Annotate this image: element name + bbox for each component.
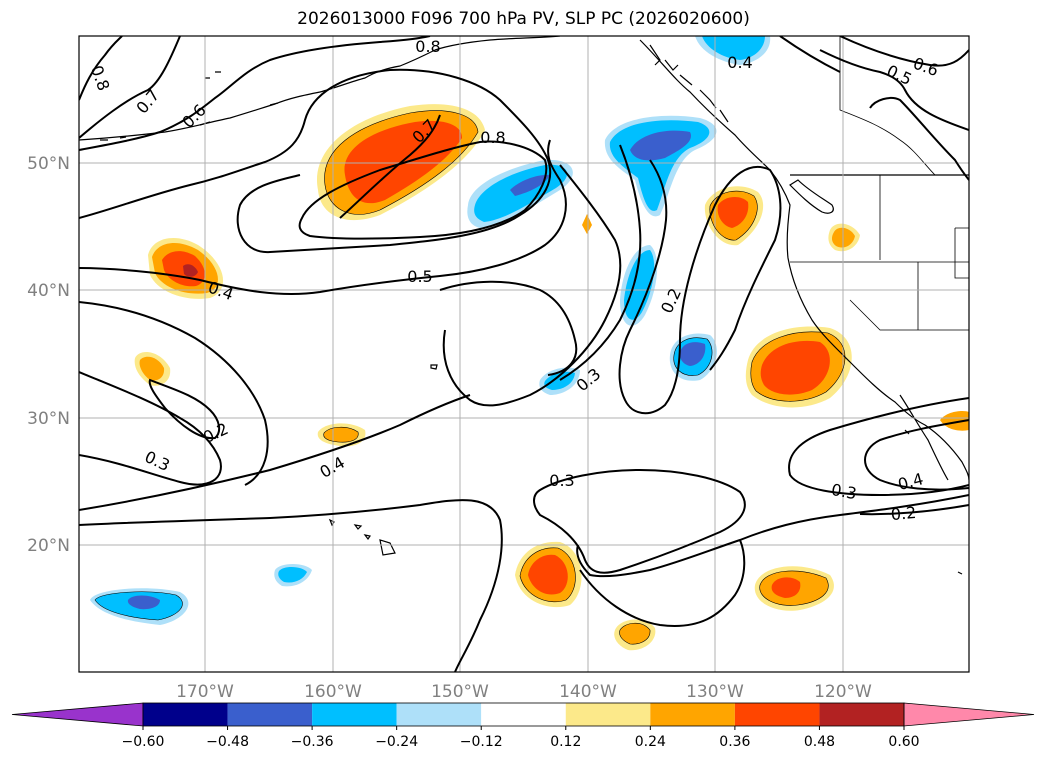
pv-blob-blue-top <box>695 36 771 65</box>
contour-0-5-ne <box>819 49 969 131</box>
lon-label-140w: 140°W <box>559 682 617 702</box>
contour-0-3-center <box>533 468 746 574</box>
colorbar-border <box>142 702 905 727</box>
contour-0-3-ridge <box>559 144 642 381</box>
contour-0-5-ne2 <box>779 36 969 181</box>
pv-blob-blue-135w <box>604 115 717 217</box>
colorbar-tick-label: −0.36 <box>291 734 334 750</box>
pv-blob-orange-124w <box>745 326 852 408</box>
lon-label-150w: 150°W <box>431 682 489 702</box>
pv-blob-blue-132w <box>669 333 717 381</box>
contour-0-2-se <box>576 494 969 578</box>
lon-label-120w: 120°W <box>814 682 872 702</box>
colorbar-segment <box>819 703 904 726</box>
lat-label-50n: 50°N <box>27 154 70 174</box>
map-title: 2026013000 F096 700 hPa PV, SLP PC (2026… <box>297 9 750 29</box>
lon-label-170w: 170°W <box>176 682 234 702</box>
colorbar-tick-label: −0.24 <box>375 734 418 750</box>
pv-blob-blue-137w <box>620 245 658 326</box>
coastlines <box>79 36 969 575</box>
colorbar-extend-high <box>903 702 1035 727</box>
pv-blob-orange-128w <box>704 186 764 246</box>
slp-contours <box>79 36 969 672</box>
lon-labels: 170°W 160°W 150°W 140°W 130°W 120°W <box>176 682 872 702</box>
contour-label: 0.4 <box>727 53 752 72</box>
lat-label-20n: 20°N <box>27 536 70 556</box>
contour-0-3-se3 <box>579 539 746 627</box>
colorbar-tick-label: 0.36 <box>719 734 750 750</box>
contour-0-5-loop <box>79 68 552 254</box>
contour-0-2-center <box>442 164 622 407</box>
contour-0-3-sw2 <box>79 301 269 486</box>
contour-0-4-band <box>79 139 567 296</box>
contour-0-2-sw <box>148 378 221 440</box>
colorbar-segment <box>396 703 482 726</box>
pv-blob-orange-tiny <box>582 214 592 234</box>
colorbar-segment <box>650 703 735 726</box>
pv-blob-orange-174w <box>134 352 171 386</box>
lon-label-160w: 160°W <box>304 682 362 702</box>
pv-blob-orange-143w <box>515 541 582 608</box>
map-frame <box>78 35 970 673</box>
colorbar-tick-label: 0.48 <box>804 734 835 750</box>
colorbar-tick-label: −0.60 <box>122 734 165 750</box>
contour-0-4-se <box>864 419 969 491</box>
colorbar-segment <box>143 703 228 726</box>
contour-0-7-high <box>339 114 441 219</box>
colorbar-tick-label: 0.60 <box>888 734 919 750</box>
colorbar-tick-label: −0.12 <box>460 734 503 750</box>
pv-blob-outlines <box>94 110 846 645</box>
contour-0-8-inner <box>298 140 548 240</box>
lat-label-30n: 30°N <box>27 409 70 429</box>
colorbar: −0.60 −0.48 −0.36 −0.24 −0.12 0.12 0.24 0.36 0.4… <box>11 702 1035 750</box>
contour-label: 0.3 <box>549 471 574 490</box>
colorbar-segment <box>565 703 651 726</box>
colorbar-tick-label: −0.48 <box>206 734 249 750</box>
colorbar-segment <box>227 703 313 726</box>
pv-blob-orange-east <box>940 410 969 431</box>
pv-blob-orange-137w <box>614 619 656 651</box>
gridlines <box>79 36 969 672</box>
colorbar-tick-label: 0.12 <box>550 734 581 750</box>
contour-0-7-nw <box>79 36 181 139</box>
lat-label-40n: 40°N <box>27 281 70 301</box>
contour-0-4-south <box>79 394 471 511</box>
contour-0-8-nw <box>79 36 123 101</box>
contour-0-2-se2 <box>859 504 969 516</box>
colorbar-extend-low <box>11 702 144 727</box>
contour-label: 0.2 <box>890 503 917 524</box>
contour-0-3-se <box>788 397 969 497</box>
contour-0-3-sw <box>79 371 222 486</box>
contour-label: 0.8 <box>415 37 440 56</box>
contour-label: 0.8 <box>480 128 505 147</box>
contour-label: 0.5 <box>407 267 432 286</box>
colorbar-tick-label: 0.24 <box>635 734 666 750</box>
contour-0-6-nw <box>79 36 431 151</box>
lon-label-130w: 130°W <box>686 682 744 702</box>
colorbar-segment <box>312 703 397 726</box>
contour-0-6-ne <box>839 36 969 67</box>
contour-0-3-south <box>79 499 503 672</box>
colorbar-segment <box>734 703 820 726</box>
pv-blob-orange-124w-south <box>754 566 834 611</box>
colorbar-segment <box>481 703 566 726</box>
contour-0-2-ridge <box>618 159 782 415</box>
pv-blob-blue-162w <box>274 564 312 587</box>
contour-0-5-mid <box>439 280 578 376</box>
lat-labels: 50°N 40°N 30°N 20°N <box>27 154 70 556</box>
contour-label: 0.3 <box>830 480 858 503</box>
